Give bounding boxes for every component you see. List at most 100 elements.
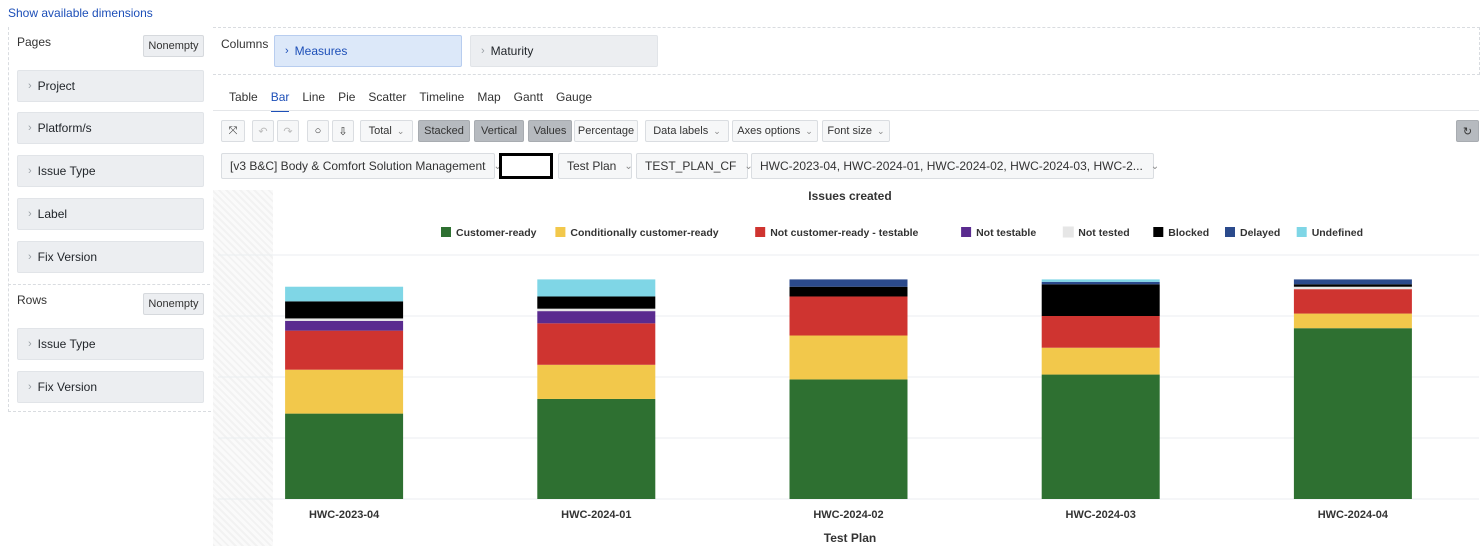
- bar-segment[interactable]: [537, 308, 656, 312]
- pages-item-fix-version[interactable]: › Fix Version: [17, 241, 204, 273]
- chevron-right-icon: ›: [28, 165, 32, 177]
- bar-segment[interactable]: [1293, 284, 1412, 287]
- bar-segment[interactable]: [285, 330, 404, 370]
- legend-label[interactable]: Delayed: [1240, 227, 1280, 239]
- legend-label[interactable]: Conditionally customer-ready: [570, 227, 718, 239]
- bar-segment[interactable]: [1293, 313, 1412, 329]
- column-item-maturity[interactable]: › Maturity: [470, 35, 658, 67]
- pages-item-label: Label: [37, 207, 68, 221]
- legend-swatch[interactable]: [755, 227, 766, 237]
- tab-pie[interactable]: Pie: [338, 90, 356, 104]
- tab-bar[interactable]: Bar: [270, 90, 290, 112]
- bar-segment[interactable]: [1293, 289, 1412, 314]
- data-labels-dropdown[interactable]: Data labels ⌄: [645, 120, 729, 142]
- pages-item-issue-type[interactable]: › Issue Type: [17, 155, 204, 187]
- bar-segment[interactable]: [537, 323, 656, 365]
- bar-segment[interactable]: [285, 301, 404, 319]
- fullscreen-button[interactable]: ⤧: [221, 120, 245, 142]
- x-tick-label: HWC-2024-03: [1066, 509, 1136, 521]
- pages-item-project[interactable]: › Project: [17, 70, 204, 102]
- bar-segment[interactable]: [285, 369, 404, 414]
- values-toggle[interactable]: Values: [528, 120, 572, 142]
- legend-label[interactable]: Customer-ready: [456, 227, 537, 239]
- test-plan-cf-dropdown[interactable]: TEST_PLAN_CF ⌄: [636, 153, 753, 179]
- tab-scatter[interactable]: Scatter: [368, 90, 407, 104]
- refresh-icon: ↻: [1462, 125, 1473, 138]
- bar-segment[interactable]: [537, 398, 656, 499]
- project-filter-label: [v3 B&C] Body & Comfort Solution Managem…: [230, 159, 486, 173]
- rows-item-fix-version[interactable]: › Fix Version: [17, 371, 204, 403]
- tab-line[interactable]: Line: [302, 90, 326, 104]
- legend-swatch[interactable]: [961, 227, 972, 237]
- axes-options-dropdown[interactable]: Axes options ⌄: [732, 120, 818, 142]
- bar-segment[interactable]: [285, 286, 404, 302]
- bar-segment[interactable]: [1041, 347, 1160, 375]
- bar-segment[interactable]: [1041, 374, 1160, 499]
- pages-nonempty-button[interactable]: Nonempty: [143, 35, 204, 57]
- bar-segment[interactable]: [285, 318, 404, 321]
- pages-item-platforms[interactable]: › Platform/s: [17, 112, 204, 144]
- tab-table[interactable]: Table: [229, 90, 258, 104]
- legend-swatch[interactable]: [1153, 227, 1164, 237]
- rows-nonempty-button[interactable]: Nonempty: [143, 293, 204, 315]
- download-button[interactable]: ⇩: [332, 120, 354, 142]
- bar-segment[interactable]: [789, 379, 908, 499]
- bar-segment[interactable]: [285, 320, 404, 331]
- columns-label: Columns: [221, 37, 269, 51]
- legend-label[interactable]: Blocked: [1168, 227, 1209, 239]
- bar-segment[interactable]: [1041, 284, 1160, 316]
- legend-label[interactable]: Not tested: [1078, 227, 1129, 239]
- project-filter-dropdown[interactable]: [v3 B&C] Body & Comfort Solution Managem…: [221, 153, 502, 179]
- vertical-toggle[interactable]: Vertical: [474, 120, 524, 142]
- bar-segment[interactable]: [1041, 316, 1160, 348]
- chevron-right-icon: ›: [28, 251, 32, 263]
- tab-gauge[interactable]: Gauge: [556, 90, 593, 104]
- rows-item-issue-type[interactable]: › Issue Type: [17, 328, 204, 360]
- legend-swatch[interactable]: [1225, 227, 1235, 237]
- bar-segment[interactable]: [789, 286, 908, 297]
- tab-gantt[interactable]: Gantt: [513, 90, 544, 104]
- bar-segment[interactable]: [537, 364, 656, 399]
- bar-segment[interactable]: [1041, 281, 1160, 285]
- redo-button[interactable]: ↷: [277, 120, 299, 142]
- legend-swatch[interactable]: [555, 227, 566, 237]
- bar-segment[interactable]: [285, 413, 404, 499]
- chart-bars: [285, 279, 1412, 499]
- column-item-measures[interactable]: › Measures: [274, 35, 462, 67]
- font-size-dropdown[interactable]: Font size ⌄: [822, 120, 890, 142]
- legend-swatch[interactable]: [441, 227, 451, 237]
- pages-item-label-dim[interactable]: › Label: [17, 198, 204, 230]
- legend-label[interactable]: Undefined: [1312, 227, 1363, 239]
- bar-segment[interactable]: [789, 279, 908, 287]
- chart-type-tabs: Table Bar Line Pie Scatter Timeline Map …: [229, 90, 605, 112]
- bar-segment[interactable]: [789, 296, 908, 336]
- test-plan-dropdown[interactable]: Test Plan ⌄: [558, 153, 633, 179]
- comment-button[interactable]: ○: [307, 120, 329, 142]
- tab-map[interactable]: Map: [477, 90, 501, 104]
- bar-segment[interactable]: [789, 335, 908, 380]
- pages-label: Pages: [17, 35, 52, 49]
- x-axis-ticks: HWC-2023-04 HWC-2024-01 HWC-2024-02 HWC-202…: [309, 509, 1389, 521]
- bar-segment[interactable]: [1293, 279, 1412, 285]
- total-dropdown[interactable]: Total ⌄: [360, 120, 413, 142]
- tab-timeline[interactable]: Timeline: [419, 90, 465, 104]
- bar-segment[interactable]: [1041, 279, 1160, 282]
- undo-button[interactable]: ↶: [252, 120, 274, 142]
- legend-swatch[interactable]: [1062, 226, 1074, 238]
- versions-dropdown[interactable]: HWC-2023-04, HWC-2024-01, HWC-2024-02, H…: [751, 153, 1159, 179]
- pages-item-label: Fix Version: [37, 250, 98, 264]
- show-dimensions-link[interactable]: Show available dimensions: [8, 6, 153, 20]
- legend-label[interactable]: Not customer-ready - testable: [770, 227, 918, 239]
- legend-label[interactable]: Not testable: [976, 227, 1036, 239]
- redacted-filter[interactable]: [499, 153, 553, 179]
- bar-segment[interactable]: [537, 279, 656, 297]
- bar-segment[interactable]: [1293, 286, 1412, 290]
- stacked-toggle[interactable]: Stacked: [418, 120, 470, 142]
- bar-segment[interactable]: [537, 296, 656, 309]
- bar-segment[interactable]: [1293, 328, 1412, 499]
- percentage-toggle[interactable]: Percentage: [574, 120, 638, 142]
- legend-swatch[interactable]: [1296, 227, 1307, 237]
- refresh-button[interactable]: ↻: [1456, 120, 1479, 142]
- bar-segment[interactable]: [537, 311, 656, 324]
- font-size-label: Font size: [827, 125, 873, 137]
